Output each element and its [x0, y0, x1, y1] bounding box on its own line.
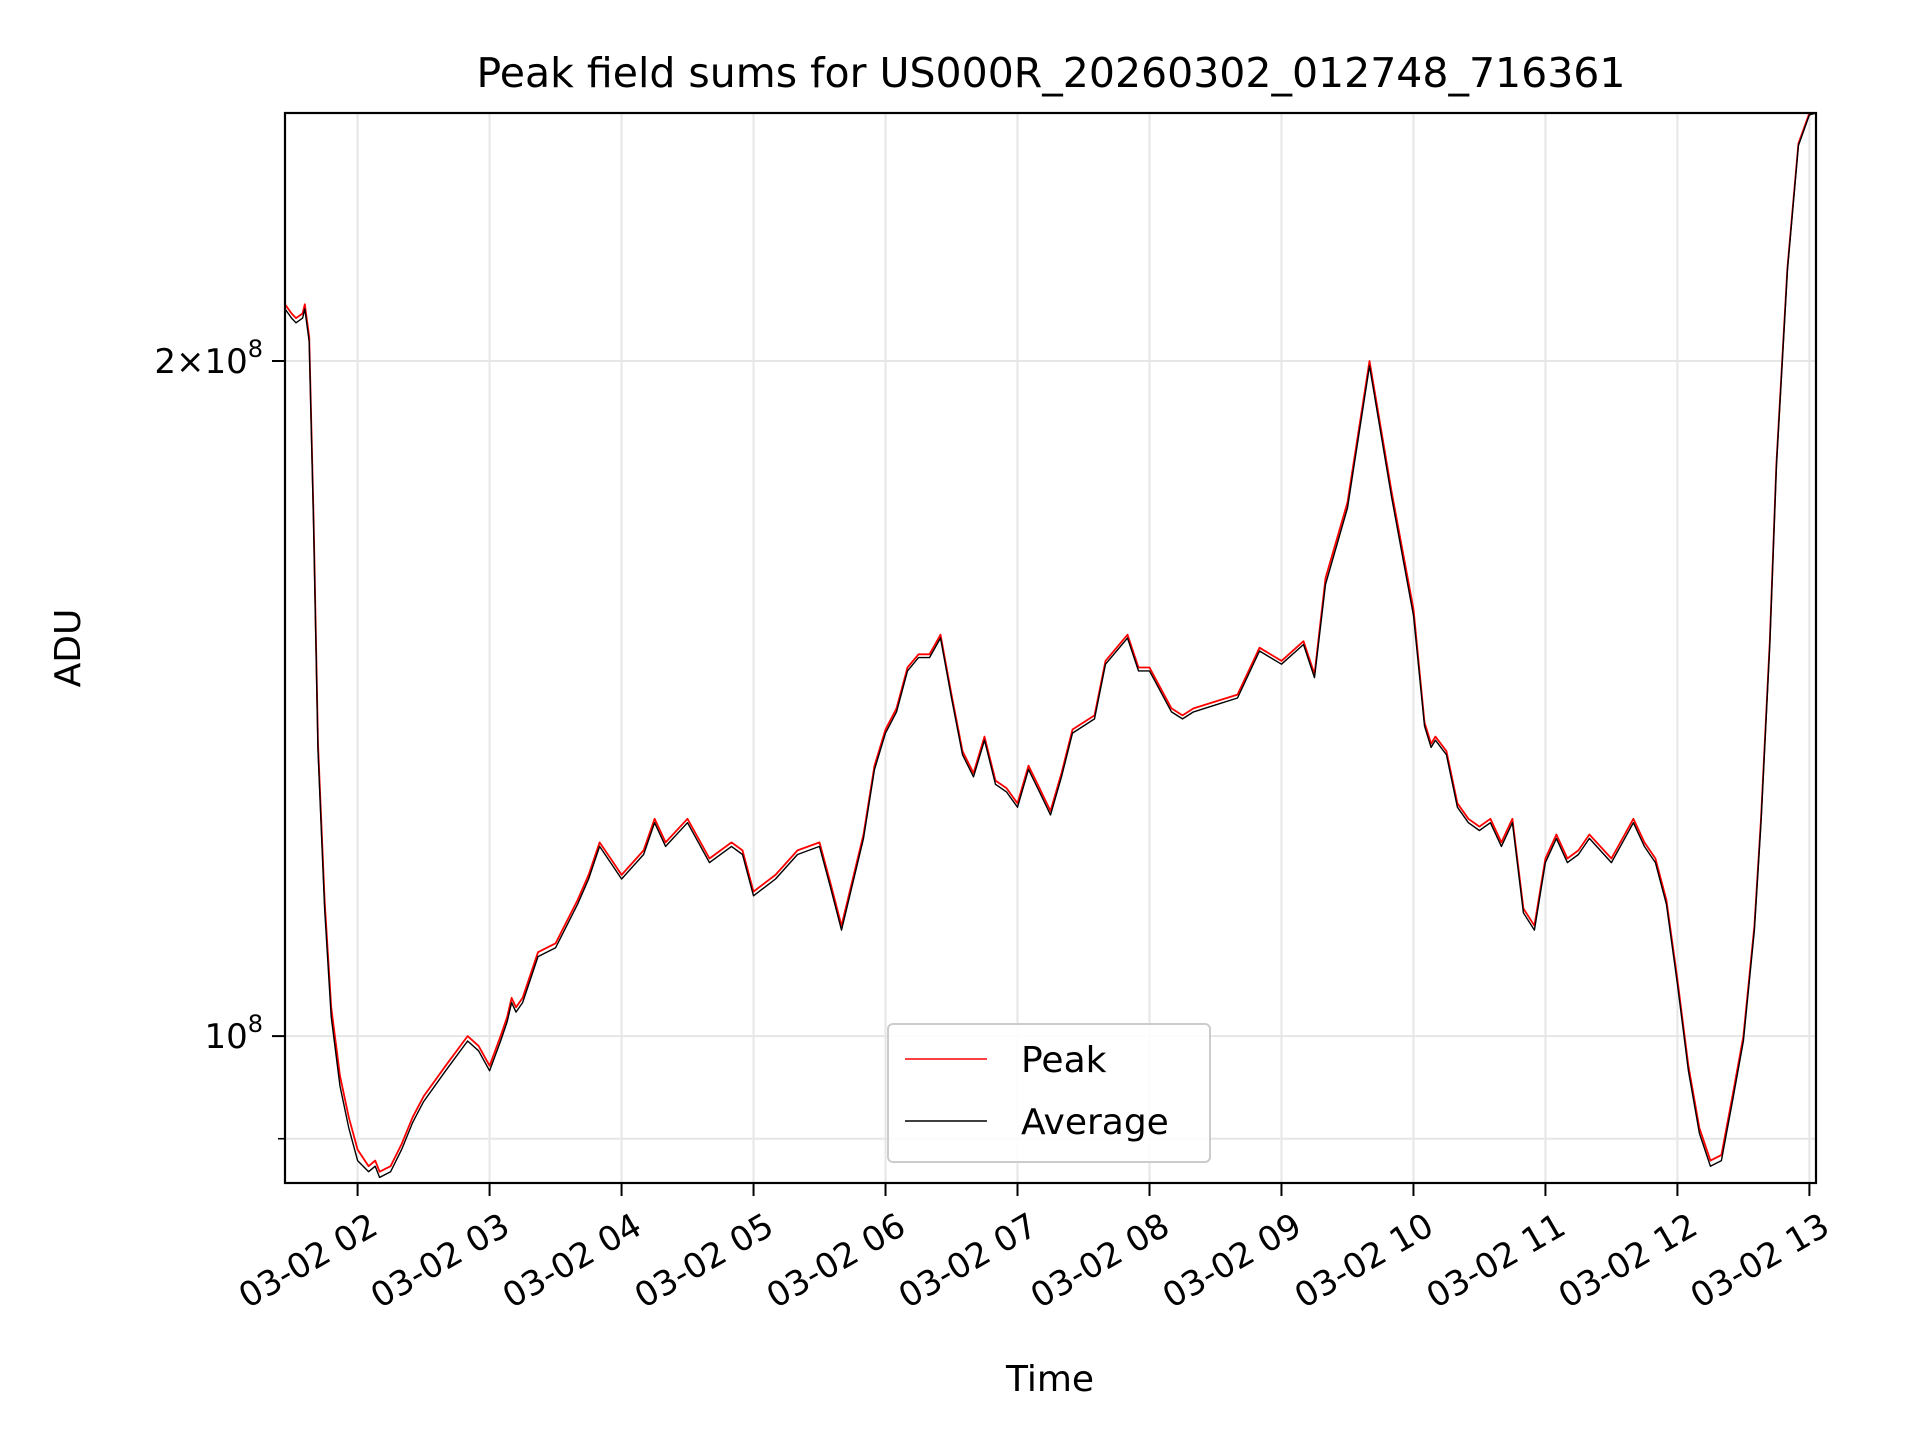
- series-line-peak: [285, 113, 1816, 1173]
- y-axis-label: ADU: [48, 609, 89, 688]
- legend-label-average: Average: [1021, 1102, 1169, 1143]
- series-line-average: [285, 113, 1816, 1179]
- y-tick-label: 2×108: [154, 335, 263, 382]
- x-axis-label: Time: [1005, 1359, 1094, 1400]
- legend: Peak Average: [887, 1023, 1211, 1163]
- series-layer: [285, 113, 1816, 1179]
- y-axis: 2×108 108: [154, 335, 285, 1140]
- legend-label-peak: Peak: [1021, 1040, 1107, 1081]
- y-tick-label: 108: [204, 1010, 263, 1057]
- chart-title: Peak field sums for US000R_20260302_0127…: [477, 49, 1626, 97]
- plot-frame: [283, 111, 1818, 1185]
